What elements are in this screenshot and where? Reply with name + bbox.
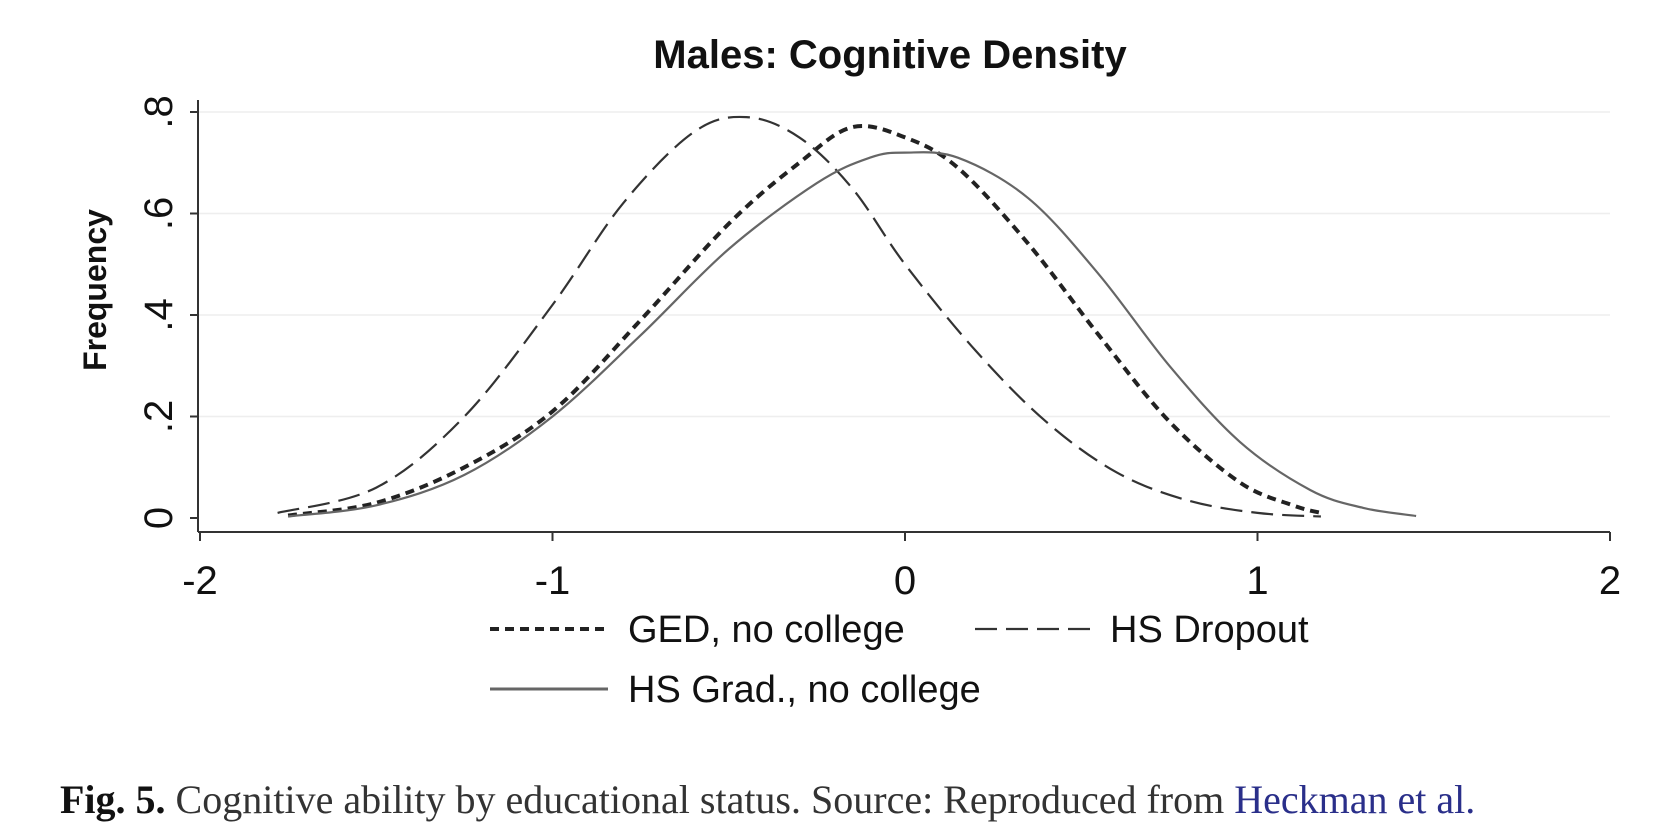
- legend-label-2: HS Dropout: [1110, 609, 1309, 651]
- x-tick-label-1: -1: [535, 559, 571, 603]
- legend-item-1: GED, no college: [490, 609, 905, 651]
- y-tick-label-3: .6: [137, 197, 181, 230]
- series-lines: [277, 115, 1417, 518]
- chart-title: Males: Cognitive Density: [653, 33, 1127, 77]
- series-line-2: [277, 115, 1321, 518]
- y-tick-label-0: 0: [137, 507, 181, 529]
- y-tick-labels: 0 .2 .4 .6 .8: [137, 95, 181, 529]
- density-chart: Males: Cognitive Density 0 .2 .4 .6 .8 -2 -1 0…: [77, 33, 1621, 711]
- y-axis-title: Frequency: [77, 209, 113, 371]
- axes: [190, 100, 1611, 541]
- citation-link[interactable]: Heckman et al.: [1234, 777, 1476, 822]
- y-tick-label-1: .2: [137, 400, 181, 433]
- x-tick-label-0: -2: [182, 559, 218, 603]
- x-tick-label-2: 0: [894, 559, 916, 603]
- x-tick-labels: -2 -1 0 1 2: [182, 559, 1621, 603]
- figure-label: Fig. 5.: [60, 777, 166, 822]
- legend: GED, no college HS Dropout HS Grad., no co…: [490, 609, 1309, 711]
- legend-item-2: HS Dropout: [975, 609, 1309, 651]
- x-tick-label-4: 2: [1599, 559, 1621, 603]
- series-line-1: [287, 124, 1322, 518]
- legend-item-3: HS Grad., no college: [490, 669, 981, 711]
- caption-text: Cognitive ability by educational status.…: [165, 777, 1235, 822]
- series-line-3: [287, 151, 1417, 518]
- y-tick-label-4: .8: [137, 95, 181, 128]
- x-tick-label-3: 1: [1246, 559, 1268, 603]
- y-tick-label-2: .4: [137, 298, 181, 331]
- legend-label-1: GED, no college: [628, 609, 905, 651]
- grid-lines: [198, 111, 1610, 418]
- figure-caption: Fig. 5. Cognitive ability by educational…: [60, 778, 1475, 822]
- legend-label-3: HS Grad., no college: [628, 669, 981, 711]
